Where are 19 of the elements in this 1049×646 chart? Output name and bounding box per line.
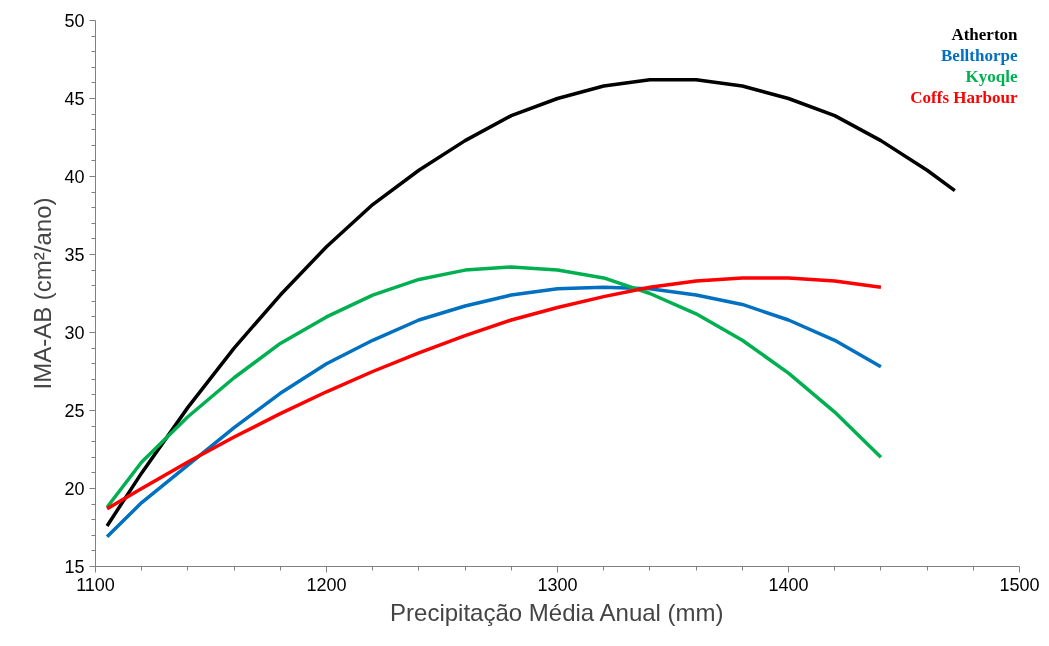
text: Bellthorpe [941,45,1018,65]
y-tick-label: 20 [64,479,85,499]
x-tick-label: 1400 [768,574,809,595]
text: Coffs Harbour [910,87,1018,107]
text: Atherton [951,24,1019,44]
y-axis-title: IMA-AB (cm²/ano) [29,197,57,390]
x-tick-label: 1300 [537,574,578,595]
y-tick-label: 30 [64,323,85,343]
y-tick-label: 40 [64,167,85,187]
text: Kyoqle [965,66,1018,86]
y-tick-label: 15 [64,557,85,577]
x-tick-label: 1200 [306,574,347,595]
x-tick-label: 1500 [999,574,1040,595]
y-tick-label: 35 [64,245,85,265]
y-tick-label: 50 [64,11,85,31]
x-tick-label: 1100 [76,574,115,595]
x-axis-title: Precipitação Média Anual (mm) [390,598,724,626]
y-tick-label: 45 [64,89,85,109]
y-tick-label: 25 [64,401,85,421]
